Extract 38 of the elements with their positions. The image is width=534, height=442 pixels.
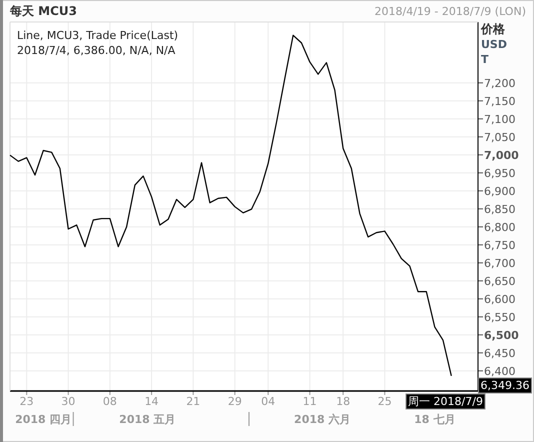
y-tick-label: 7,100 bbox=[484, 112, 516, 126]
y-tick-label: 6,450 bbox=[484, 346, 516, 360]
y-tick-label: 6,650 bbox=[484, 274, 516, 288]
y-tick-label: 6,700 bbox=[484, 256, 516, 270]
x-tick-label: 21 bbox=[186, 395, 200, 408]
x-tick-label: 04 bbox=[261, 395, 276, 408]
text: 2018 四月 bbox=[15, 413, 72, 426]
text: 2018 六月 bbox=[294, 413, 351, 426]
x-tick-label: 14 bbox=[144, 395, 159, 408]
y-axis-title: 价格 USD T bbox=[480, 22, 507, 66]
text: 2018 五月 bbox=[119, 413, 176, 426]
y-tick-label: 6,600 bbox=[484, 292, 516, 306]
y-tick-label: 6,500 bbox=[484, 328, 520, 342]
annotation: 2018/7/4, 6,386.00, N/A, N/A bbox=[17, 44, 176, 57]
x-tick-label: 08 bbox=[102, 395, 117, 408]
x-tick-label: 11 bbox=[302, 395, 317, 408]
y-tick-label: 6,950 bbox=[484, 166, 516, 180]
text: 18 七月 bbox=[414, 413, 456, 426]
x-tick-label: 18 bbox=[336, 395, 350, 408]
x-tick-label: 29 bbox=[228, 395, 242, 408]
annotation: Line, MCU3, Trade Price(Last) bbox=[17, 29, 178, 42]
y-tick-label: 7,050 bbox=[484, 130, 516, 144]
y-tick-label: 7,150 bbox=[484, 94, 516, 108]
text: 周一 2018/7/9 bbox=[408, 395, 483, 408]
y-tick-label: 6,800 bbox=[484, 220, 516, 234]
y-tick-label: 6,550 bbox=[484, 310, 516, 324]
y-tick-label: 6,750 bbox=[484, 238, 516, 252]
y-tick-label: 7,200 bbox=[484, 76, 516, 90]
y-tick-label: 6,900 bbox=[484, 184, 516, 198]
x-tick-label: 23 bbox=[20, 395, 34, 408]
chart-title: 每天 MCU3 bbox=[9, 4, 78, 18]
chart-subtitle: 2018/4/19 - 2018/7/9 (LON) bbox=[374, 5, 526, 18]
y-tick-label: 6,400 bbox=[484, 364, 516, 378]
text: 6,349.36 bbox=[480, 379, 530, 392]
x-tick-label: 30 bbox=[61, 395, 76, 408]
x-tick-label: 25 bbox=[378, 395, 392, 408]
y-tick-label: 6,850 bbox=[484, 202, 516, 216]
y-tick-label: 7,000 bbox=[484, 148, 520, 162]
